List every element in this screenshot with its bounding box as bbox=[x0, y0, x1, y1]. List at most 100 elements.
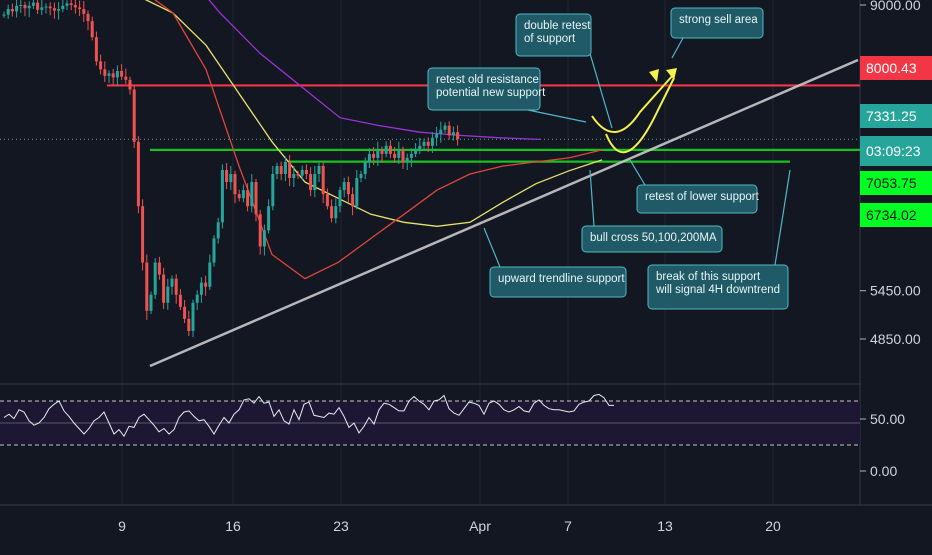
time-tick-label: 9 bbox=[118, 518, 126, 534]
time-axis: 9 16 23 Apr 7 13 20 bbox=[118, 518, 781, 534]
price-tick-label: 5450.00 bbox=[870, 283, 921, 299]
candle-body bbox=[124, 76, 128, 80]
candle-body bbox=[31, 2, 35, 6]
candle-body bbox=[334, 206, 338, 219]
callout-text: upward trendline support bbox=[498, 273, 625, 285]
candle-body bbox=[300, 169, 304, 176]
price-tag-label: 8000.43 bbox=[866, 60, 917, 76]
candle-body bbox=[250, 182, 254, 207]
callout-pointer bbox=[589, 169, 595, 227]
price-tag-box bbox=[860, 104, 932, 128]
callout-text: retest old resistance bbox=[436, 74, 539, 86]
candle-body bbox=[107, 73, 111, 76]
candle-body bbox=[304, 169, 308, 175]
callout-pointer bbox=[483, 227, 501, 268]
candle-body bbox=[48, 6, 52, 9]
candle-body bbox=[178, 294, 182, 307]
candle-body bbox=[451, 132, 455, 136]
candle-body bbox=[447, 125, 451, 136]
candle-body bbox=[355, 178, 359, 207]
projection-arrow bbox=[649, 69, 659, 82]
rsi-tick-label: 0.00 bbox=[870, 463, 897, 479]
candle-body bbox=[372, 153, 376, 158]
rsi-tick-label: 50.00 bbox=[870, 411, 905, 427]
price-tag: 7331.25 bbox=[860, 104, 932, 128]
candle-body bbox=[23, 5, 27, 9]
candle-body bbox=[309, 174, 313, 191]
candle-body bbox=[288, 161, 292, 179]
candle-body bbox=[346, 182, 350, 195]
candle-body bbox=[363, 161, 367, 175]
candle-body bbox=[325, 194, 329, 207]
candle-body bbox=[359, 174, 363, 179]
candle-body bbox=[435, 133, 439, 138]
candle-body bbox=[2, 14, 6, 16]
candle-body bbox=[111, 73, 115, 78]
candle-body bbox=[149, 294, 153, 311]
callout-text: strong sell area bbox=[679, 14, 758, 26]
price-tag: 7053.75 bbox=[860, 171, 932, 195]
price-tick-label: 4850.00 bbox=[870, 331, 921, 347]
price-tag-label: 6734.02 bbox=[866, 207, 917, 223]
candle-body bbox=[36, 2, 40, 10]
callout: bull cross 50,100,200MA bbox=[581, 169, 723, 253]
candle-body bbox=[409, 153, 413, 158]
candle-body bbox=[61, 5, 65, 10]
price-tag: 8000.43 bbox=[860, 56, 932, 80]
candle-body bbox=[216, 222, 220, 239]
rsi-pane bbox=[0, 393, 860, 446]
candle-body bbox=[220, 169, 224, 223]
candle-body bbox=[397, 149, 401, 158]
candle-body bbox=[44, 6, 48, 8]
candle-body bbox=[330, 206, 334, 219]
callout-text: bull cross 50,100,200MA bbox=[590, 232, 717, 244]
candle-body bbox=[292, 174, 296, 179]
candle-body bbox=[275, 165, 279, 175]
candle-body bbox=[296, 174, 300, 176]
time-tick-label: 16 bbox=[225, 518, 241, 534]
candle-body bbox=[313, 174, 317, 191]
callout-text: double retest bbox=[524, 20, 591, 32]
candle-body bbox=[351, 194, 355, 207]
price-tag-box bbox=[860, 171, 932, 195]
candle-body bbox=[405, 157, 409, 162]
projection-curve-lower bbox=[605, 77, 675, 154]
callout-box bbox=[515, 13, 592, 57]
candle-body bbox=[157, 262, 161, 275]
candle-body bbox=[82, 9, 86, 14]
candle-body bbox=[162, 274, 166, 303]
projection-curve-upper bbox=[591, 73, 675, 133]
candle-body bbox=[120, 70, 124, 77]
candle-body bbox=[115, 70, 119, 78]
candle-body bbox=[57, 9, 61, 11]
candle-body bbox=[338, 190, 342, 207]
callout-box bbox=[489, 266, 627, 298]
candle-body bbox=[258, 214, 262, 247]
candle-body bbox=[456, 132, 460, 140]
candle-body bbox=[225, 169, 229, 183]
candle-body bbox=[271, 174, 275, 207]
candle-body bbox=[426, 141, 430, 146]
candle-body bbox=[283, 161, 287, 175]
candle-body bbox=[10, 9, 14, 12]
candle-body bbox=[90, 21, 94, 38]
candle-body bbox=[208, 262, 212, 287]
candle-body bbox=[19, 5, 23, 6]
moving-average-line bbox=[208, 0, 541, 141]
price-tag-label: 03:09:23 bbox=[866, 143, 921, 159]
callout-box bbox=[581, 225, 723, 253]
candle-body bbox=[174, 278, 178, 295]
price-tag-label: 7331.25 bbox=[866, 108, 917, 124]
candle-body bbox=[128, 79, 132, 90]
candle-body bbox=[65, 3, 69, 6]
price-tag-box bbox=[860, 56, 932, 80]
candle-body bbox=[212, 238, 216, 263]
candle-body bbox=[393, 153, 397, 158]
candle-body bbox=[439, 129, 443, 134]
candle-body bbox=[132, 89, 136, 142]
candle-body bbox=[262, 230, 266, 247]
